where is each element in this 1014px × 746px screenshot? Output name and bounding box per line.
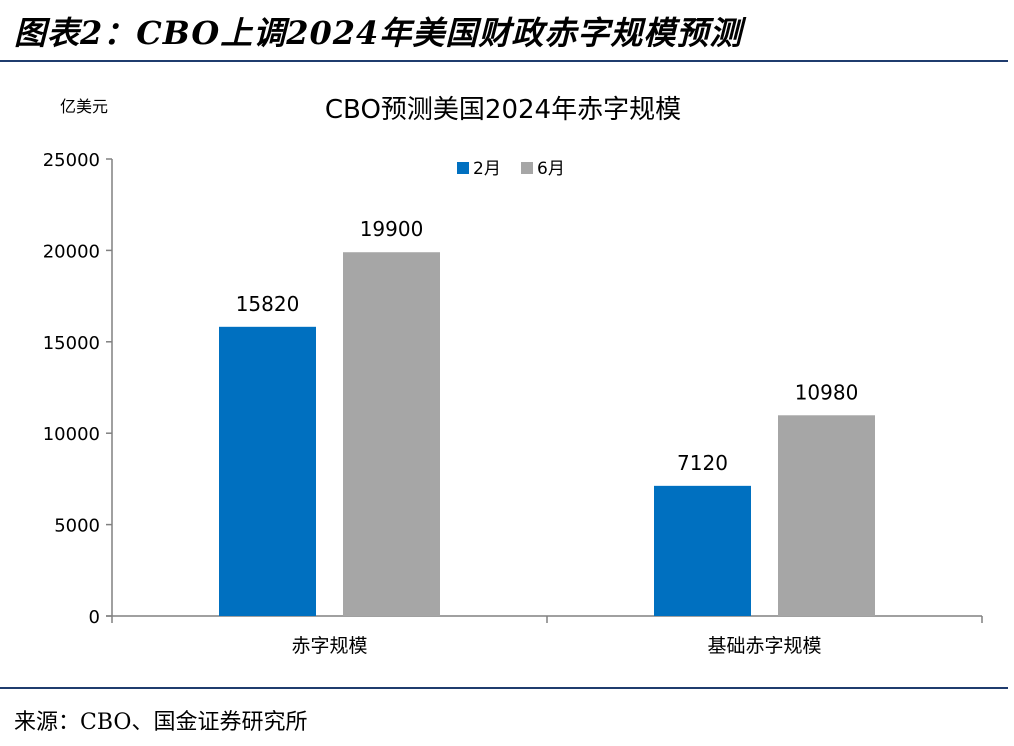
footer-divider — [0, 687, 1008, 689]
legend-label-1: 6月 — [537, 159, 565, 179]
y-tick-label: 20000 — [43, 241, 100, 262]
y-tick-label: 10000 — [43, 424, 100, 445]
bar-0-0 — [219, 326, 316, 616]
source-note: 来源：CBO、国金证券研究所 — [14, 710, 308, 735]
y-tick-label: 15000 — [43, 333, 100, 354]
data-label-1-0: 7120 — [677, 451, 728, 475]
legend-swatch-0 — [457, 162, 469, 174]
bar-1-1 — [778, 415, 875, 616]
y-axis-unit-label: 亿美元 — [60, 97, 108, 116]
header-divider — [0, 60, 1008, 62]
y-tick-label: 0 — [89, 607, 100, 628]
x-category-label: 赤字规模 — [291, 635, 367, 657]
bar-chart: CBO预测美国2024年赤字规模 亿美元 2月 6月 0 5000 10000 15000 20… — [43, 95, 983, 657]
x-category-label: 基础赤字规模 — [707, 635, 821, 657]
data-label-0-0: 15820 — [236, 292, 300, 316]
chart-title: CBO预测美国2024年赤字规模 — [325, 95, 681, 125]
y-tick-label: 5000 — [54, 516, 100, 537]
bar-0-1 — [343, 252, 440, 616]
data-label-0-1: 19900 — [360, 217, 424, 241]
legend-swatch-1 — [521, 162, 533, 174]
bar-1-0 — [654, 485, 751, 616]
y-tick-label: 25000 — [43, 150, 100, 171]
data-label-1-1: 10980 — [795, 380, 859, 404]
figure-header-title: 图表2：CBO上调2024年美国财政赤字规模预测 — [14, 14, 743, 52]
legend-label-0: 2月 — [473, 159, 501, 179]
